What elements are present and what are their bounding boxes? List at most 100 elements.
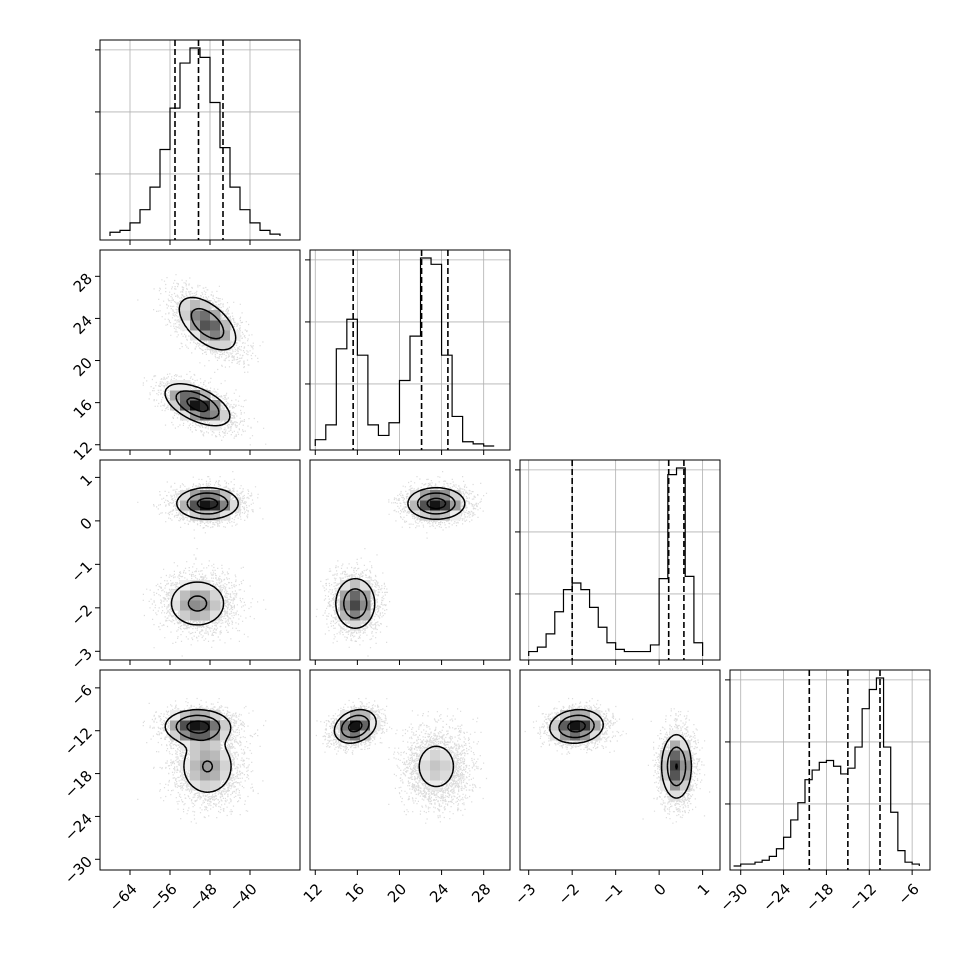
density-cell [350, 720, 361, 731]
density-cell [200, 600, 211, 611]
density-cell [210, 330, 221, 341]
density-cell [430, 510, 441, 521]
density-cell [360, 580, 371, 591]
density-cell [200, 580, 211, 591]
density-cell [210, 340, 221, 351]
density-cell [220, 340, 231, 351]
density-cell [350, 620, 361, 631]
density-cell [190, 740, 201, 751]
density-cell [420, 770, 431, 781]
panel-plot-area [137, 274, 267, 446]
density-cell [210, 310, 221, 321]
density-cell [550, 720, 561, 731]
density-cell [210, 320, 221, 331]
density-cell [170, 400, 181, 411]
density-cell [220, 320, 231, 331]
density-contour [340, 714, 370, 739]
density-cell [210, 410, 221, 421]
panel-plot-area [310, 250, 510, 450]
density-cell [430, 750, 441, 761]
density-cell [200, 610, 211, 621]
density-cell [350, 580, 361, 591]
density-cell [360, 710, 371, 721]
density-cell [450, 490, 461, 501]
density-cell [350, 730, 361, 741]
density-cell [560, 720, 571, 731]
density-cell [170, 600, 181, 611]
panel-frame [519, 669, 721, 871]
density-cell [200, 320, 211, 331]
density-contour [186, 492, 229, 612]
density-cell [580, 710, 591, 721]
panel-frame [99, 669, 301, 871]
density-cell [200, 720, 211, 731]
panel-frame [309, 459, 511, 661]
density-cell [190, 600, 201, 611]
density-cell [410, 490, 421, 501]
density-cell [190, 500, 201, 511]
density-cell [660, 750, 671, 761]
density-cell [340, 610, 351, 621]
density-cell [180, 400, 191, 411]
density-cell [200, 390, 211, 401]
density-cell [210, 780, 221, 791]
panel-frame [99, 249, 301, 451]
density-cell [180, 390, 191, 401]
density-cell [340, 580, 351, 591]
density-cell [180, 490, 191, 501]
density-cell [210, 710, 221, 721]
density-cell [170, 720, 181, 731]
density-cell [190, 580, 201, 591]
density-cell [180, 310, 191, 321]
density-cell [350, 610, 361, 621]
density-cell [180, 610, 191, 621]
density-cell [220, 500, 231, 511]
density-contour [164, 708, 232, 793]
panel-p3-p3 [515, 459, 721, 665]
density-cell [200, 300, 211, 311]
density-cell [680, 780, 691, 791]
density-contour [426, 497, 447, 510]
density-cell [210, 490, 221, 501]
density-cell [200, 770, 211, 781]
density-cell [190, 750, 201, 761]
panel-plot-area [315, 471, 488, 657]
density-cell [180, 710, 191, 721]
density-cell [660, 760, 671, 771]
density-cell [190, 590, 201, 601]
density-cell [190, 510, 201, 521]
density-cell [350, 590, 361, 601]
density-cell [220, 490, 231, 501]
density-contour [549, 708, 693, 799]
panel-frame [729, 669, 931, 871]
density-cell [210, 610, 221, 621]
density-cell [340, 720, 351, 731]
density-cell [210, 600, 221, 611]
density-contour [347, 720, 363, 733]
density-cell [570, 730, 581, 741]
density-contour [343, 492, 456, 619]
density-cell [170, 730, 181, 741]
density-cell [430, 770, 441, 781]
panel-frame [519, 459, 721, 661]
density-cell [170, 390, 181, 401]
density-cell [210, 740, 221, 751]
density-contour [175, 714, 221, 773]
density-cell [180, 760, 191, 771]
density-cell [200, 750, 211, 761]
density-cell [170, 590, 181, 601]
density-cell [350, 600, 361, 611]
histogram-steps [528, 467, 704, 656]
density-cell [180, 380, 191, 391]
density-cell [420, 510, 431, 521]
density-cell [200, 730, 211, 741]
density-cell [340, 710, 351, 721]
density-cell [180, 720, 191, 731]
density-cell [200, 710, 211, 721]
density-contour [333, 708, 455, 788]
density-cell [190, 720, 201, 731]
density-cell [430, 760, 441, 771]
density-cell [220, 720, 231, 731]
panel-frame [99, 39, 301, 241]
